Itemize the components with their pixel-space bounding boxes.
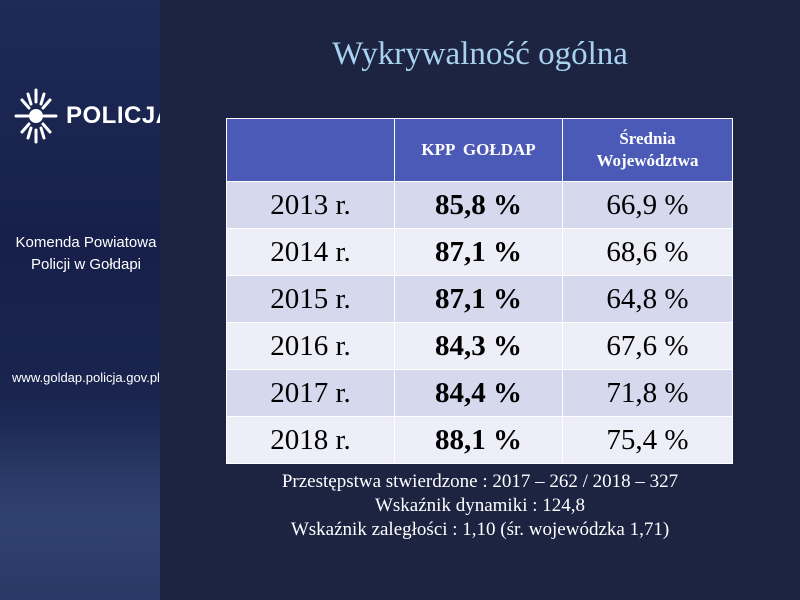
summary-notes: Przestępstwa stwierdzone : 2017 – 262 / … [160,470,800,542]
cell-average: 66,9 % [562,181,733,229]
cell-average: 68,6 % [562,228,733,276]
table-header-row: KPP GOŁDAP Średnia Województwa [226,118,733,182]
note-crimes: Przestępstwa stwierdzone : 2017 – 262 / … [281,471,679,492]
slide-title: Wykrywalność ogólna [332,36,628,72]
table-row: 2017 r. 84,4 % 71,8 % [226,369,733,417]
note-dynamics: Wskaźnik dynamiki : 124,8 [374,495,586,516]
cell-year: 2015 r. [226,275,395,323]
detection-rate-table: KPP GOŁDAP Średnia Województwa 2013 r. 8… [226,118,733,464]
header-average: Średnia Województwa [562,118,733,182]
sidebar: POLICJA Komenda Powiatowa Policji w Gołd… [0,0,160,600]
unit-name-line2: Policji w Gołdapi [30,256,142,273]
cell-average: 64,8 % [562,275,733,323]
cell-year: 2014 r. [226,228,395,276]
cell-average: 75,4 % [562,416,733,464]
cell-kpp: 84,3 % [394,322,563,370]
table-row: 2015 r. 87,1 % 64,8 % [226,275,733,323]
note-backlog: Wskaźnik zaległości : 1,10 (śr. wojewódz… [290,519,670,540]
cell-kpp: 88,1 % [394,416,563,464]
cell-kpp: 84,4 % [394,369,563,417]
header-kpp: KPP GOŁDAP [394,118,563,182]
cell-kpp: 87,1 % [394,275,563,323]
police-logo: POLICJA [14,86,160,146]
table-row: 2013 r. 85,8 % 66,9 % [226,181,733,229]
cell-year: 2016 r. [226,322,395,370]
cell-year: 2013 r. [226,181,395,229]
logo-wordmark: POLICJA [66,102,160,129]
cell-kpp: 87,1 % [394,228,563,276]
table-row: 2014 r. 87,1 % 68,6 % [226,228,733,276]
cell-average: 67,6 % [562,322,733,370]
building-photo [0,400,160,600]
unit-name-line1: Komenda Powiatowa [15,234,157,251]
police-star-icon [14,88,58,144]
website-link[interactable]: www.goldap.policja.gov.pl [12,370,160,385]
unit-name: Komenda Powiatowa Policji w Gołdapi [0,232,160,276]
table-row: 2016 r. 84,3 % 67,6 % [226,322,733,370]
header-empty [226,118,395,182]
table-row: 2018 r. 88,1 % 75,4 % [226,416,733,464]
header-average-line1: Średnia [619,129,676,148]
cell-year: 2018 r. [226,416,395,464]
cell-year: 2017 r. [226,369,395,417]
header-average-line2: Województwa [596,151,699,170]
cell-kpp: 85,8 % [394,181,563,229]
cell-average: 71,8 % [562,369,733,417]
